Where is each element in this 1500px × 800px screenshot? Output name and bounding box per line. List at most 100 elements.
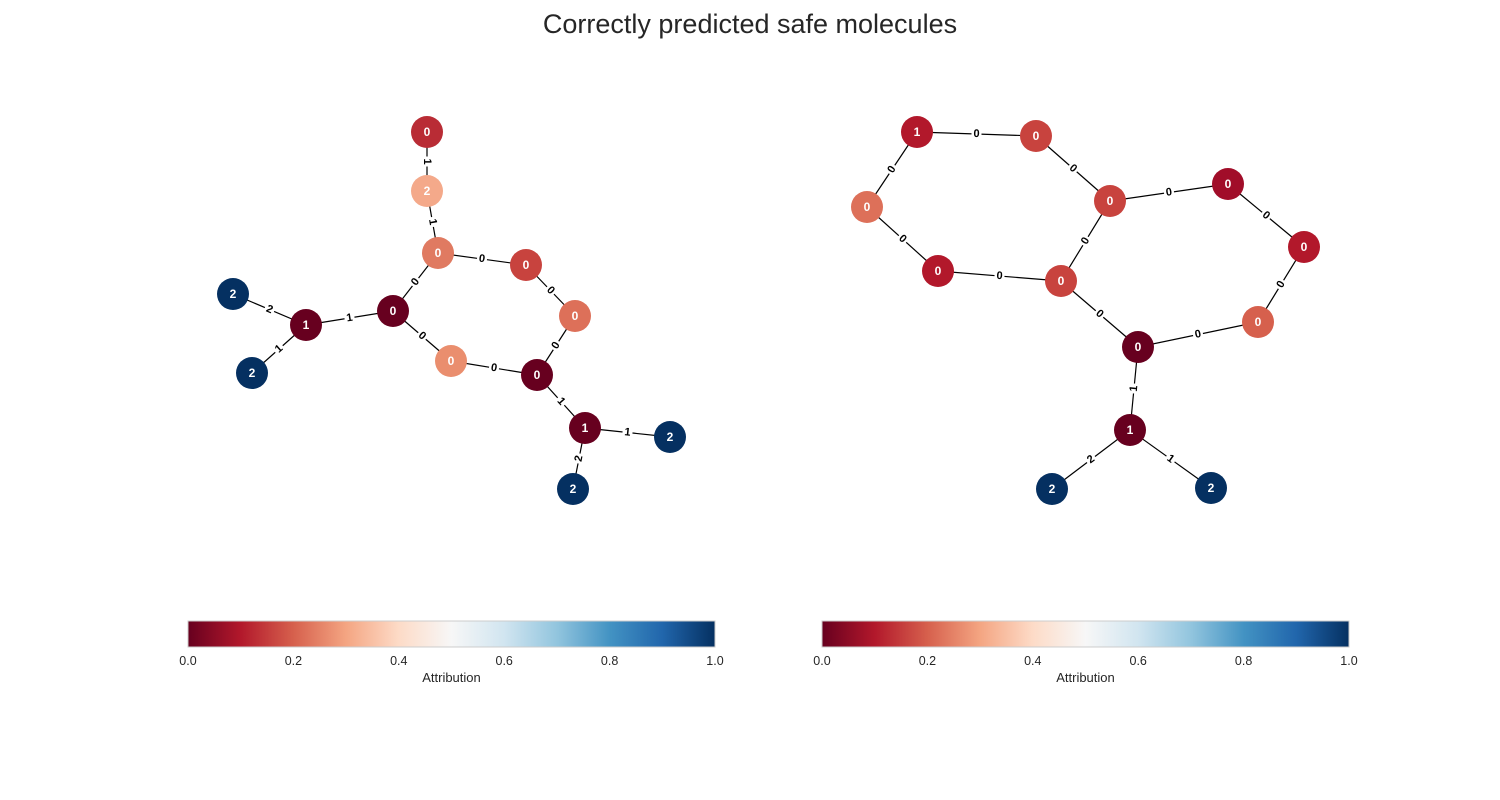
atom-node bbox=[1036, 473, 1068, 505]
atom-node bbox=[1114, 414, 1146, 446]
colorbar-tick-label: 0.6 bbox=[1130, 654, 1147, 668]
colorbar-tick-label: 1.0 bbox=[1340, 654, 1357, 668]
atom-label: 2 bbox=[230, 287, 237, 301]
bond-label: 1 bbox=[1165, 452, 1177, 465]
bond-label-background bbox=[421, 156, 433, 167]
bond-label-background bbox=[553, 393, 569, 410]
colorbar-gradient bbox=[821, 620, 1350, 648]
nodes: 1 0 0 0 0 0 0 0 0 0 1 2 2 bbox=[851, 116, 1320, 505]
colorbar-tick-label: 0.2 bbox=[285, 654, 302, 668]
bond-label: 1 bbox=[426, 218, 439, 226]
bond-label-background bbox=[548, 338, 564, 353]
bond-label: 0 bbox=[549, 340, 562, 352]
atom-label: 0 bbox=[1033, 129, 1040, 143]
bond-label-background bbox=[271, 341, 287, 357]
page-title: Correctly predicted safe molecules bbox=[542, 9, 958, 39]
bond-label: 1 bbox=[346, 312, 354, 325]
bond-label-background bbox=[542, 282, 559, 299]
atom-node bbox=[422, 237, 454, 269]
nodes: 0 2 0 0 0 0 1 2 2 0 0 1 2 2 bbox=[217, 116, 686, 505]
colorbar-tick-label: 0.4 bbox=[1024, 654, 1041, 668]
atom-node bbox=[559, 300, 591, 332]
atom-label: 1 bbox=[914, 125, 921, 139]
atom-label: 0 bbox=[935, 264, 942, 278]
atom-node bbox=[1045, 265, 1077, 297]
atom-label: 1 bbox=[303, 318, 310, 332]
atom-label: 0 bbox=[864, 200, 871, 214]
atom-node bbox=[1020, 120, 1052, 152]
bond-label-background bbox=[884, 162, 900, 177]
atom-label: 2 bbox=[1049, 482, 1056, 496]
atom-label: 0 bbox=[1107, 194, 1114, 208]
atom-label: 2 bbox=[424, 184, 431, 198]
atom-label: 0 bbox=[435, 246, 442, 260]
atom-node bbox=[217, 278, 249, 310]
colorbar-tick-label: 1.0 bbox=[706, 654, 723, 668]
atom-node bbox=[851, 191, 883, 223]
atom-node bbox=[236, 357, 268, 389]
colorbar-tick-label: 0.0 bbox=[813, 654, 830, 668]
bond-label-background bbox=[476, 252, 488, 266]
colorbar-label: Attribution bbox=[422, 670, 481, 685]
atom-label: 2 bbox=[667, 430, 674, 444]
bond-label: 0 bbox=[1165, 186, 1173, 199]
colorbar-tick-label: 0.8 bbox=[1235, 654, 1252, 668]
bond-label: 0 bbox=[490, 362, 498, 375]
bond-label-background bbox=[894, 231, 911, 247]
colorbar-tick-label: 0.0 bbox=[179, 654, 196, 668]
atom-node bbox=[1212, 168, 1244, 200]
atom-node bbox=[1242, 306, 1274, 338]
atom-label: 2 bbox=[1208, 481, 1215, 495]
atom-label: 0 bbox=[424, 125, 431, 139]
bond-label: 2 bbox=[573, 454, 586, 462]
atom-label: 0 bbox=[1301, 240, 1308, 254]
bond-label: 2 bbox=[264, 303, 274, 316]
colorbar-tick-label: 0.8 bbox=[601, 654, 618, 668]
atom-label: 0 bbox=[523, 258, 530, 272]
atom-label: 0 bbox=[1255, 315, 1262, 329]
atom-node bbox=[1195, 472, 1227, 504]
bond-label-background bbox=[262, 302, 277, 317]
bond-label-background bbox=[1065, 160, 1081, 177]
edges: 1 1 0 0 0 1 2 1 0 0 0 1 1 2 bbox=[232, 132, 671, 490]
bond-label-background bbox=[1191, 327, 1205, 342]
bond-label-background bbox=[425, 216, 440, 228]
atom-node bbox=[1288, 231, 1320, 263]
atom-label: 0 bbox=[448, 354, 455, 368]
atom-label: 0 bbox=[534, 368, 541, 382]
atom-label: 2 bbox=[249, 366, 256, 380]
atom-label: 0 bbox=[1225, 177, 1232, 191]
atom-node bbox=[569, 412, 601, 444]
molecule-graph-right: 0 0 0 0 0 0 0 0 0 0 0 1 2 11 0 0 0 0 0 0 0 0 0 1 2 2 bbox=[851, 116, 1320, 505]
atom-node bbox=[411, 116, 443, 148]
bond-label: 1 bbox=[1128, 385, 1141, 392]
atom-node bbox=[922, 255, 954, 287]
bond-label-background bbox=[1163, 185, 1175, 200]
bond-label: 0 bbox=[1079, 235, 1092, 246]
bond-label-background bbox=[488, 361, 500, 375]
bond-label-background bbox=[1162, 451, 1179, 467]
atom-node bbox=[901, 116, 933, 148]
bond-label-background bbox=[407, 274, 424, 290]
atom-node bbox=[1094, 185, 1126, 217]
atom-label: 1 bbox=[1127, 423, 1134, 437]
bond-label-background bbox=[1258, 207, 1274, 224]
atom-node bbox=[521, 359, 553, 391]
atom-node bbox=[377, 295, 409, 327]
atom-label: 0 bbox=[572, 309, 579, 323]
bond-label-background bbox=[343, 311, 356, 325]
atom-node bbox=[290, 309, 322, 341]
bond-label-background bbox=[1083, 451, 1099, 468]
bond-label: 0 bbox=[973, 128, 980, 140]
molecule-graph-left: 1 1 0 0 0 1 2 1 0 0 0 1 1 20 2 0 0 0 0 1 2 2 0 0 1 2 2 bbox=[217, 116, 686, 505]
bond-label: 1 bbox=[624, 426, 631, 439]
bond-label-background bbox=[1077, 233, 1094, 249]
colorbar-gradient bbox=[187, 620, 716, 648]
bond-label: 0 bbox=[885, 164, 898, 176]
atom-node bbox=[654, 421, 686, 453]
colorbar-label: Attribution bbox=[1056, 670, 1115, 685]
bond-label: 0 bbox=[1194, 328, 1202, 341]
colorbar-tick-label: 0.4 bbox=[390, 654, 407, 668]
bond-label: 0 bbox=[1274, 279, 1287, 290]
